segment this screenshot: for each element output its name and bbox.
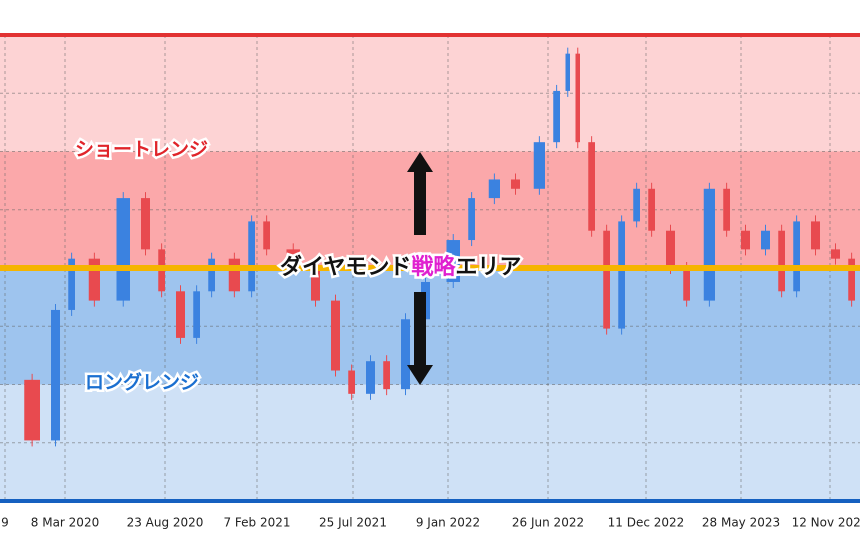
candle-body — [116, 198, 130, 301]
levels — [0, 33, 860, 503]
x-tick-label: 28 May 2023 — [702, 516, 780, 530]
arrows — [407, 152, 433, 385]
candle-body — [831, 249, 840, 259]
x-tick-label: 7 Feb 2021 — [223, 516, 290, 530]
candle-body — [761, 230, 770, 250]
candle-body — [193, 291, 200, 338]
x-tick-label: 23 Aug 2020 — [127, 516, 204, 530]
center-label-part: エリア — [455, 255, 521, 280]
candle-body — [68, 258, 75, 310]
candle-body — [618, 221, 625, 329]
candle-body — [648, 188, 655, 231]
candle-body — [208, 258, 215, 292]
candle-body — [331, 300, 340, 371]
center-label: ダイヤモンド戦略エリア — [280, 254, 521, 280]
candle-body — [383, 361, 390, 390]
candle-body — [176, 291, 185, 338]
candle-body — [778, 230, 785, 292]
candle-body — [603, 230, 610, 329]
candle-body — [401, 319, 410, 390]
x-tick-label: 26 Jun 2022 — [512, 516, 584, 530]
candle-body — [511, 179, 520, 189]
candle-body — [248, 221, 255, 292]
candle-body — [141, 198, 150, 250]
candle-body — [348, 370, 355, 394]
candle-body — [446, 240, 460, 282]
short-range-label: ショートレンジ — [75, 139, 208, 161]
candle-body — [366, 361, 375, 394]
x-tick-label: 8 Mar 2020 — [31, 516, 99, 530]
candle-body — [263, 221, 270, 250]
candle-body — [565, 53, 570, 91]
long-range-label: ロングレンジ — [85, 371, 199, 394]
arrow-up — [407, 152, 433, 235]
candle-body — [24, 379, 40, 441]
x-tick-label: 25 Jul 2021 — [319, 516, 387, 530]
candle-body — [488, 179, 500, 199]
candle-body — [286, 249, 300, 268]
x-tick-label: 9 Jan 2022 — [416, 516, 480, 530]
candle-body — [228, 258, 240, 292]
x-tick-label: 9 — [1, 516, 9, 530]
candle-body — [703, 188, 715, 301]
candle-body — [633, 188, 640, 222]
candle-body — [311, 268, 320, 301]
candle-body — [793, 221, 800, 292]
center-label-part: ダイヤモンド — [280, 254, 411, 280]
candle-body — [468, 198, 475, 241]
x-tick-label: 12 Nov 2023 — [792, 516, 860, 530]
candle-body — [848, 258, 855, 301]
candle-body — [575, 53, 580, 143]
candle-body — [741, 230, 750, 250]
arrow-down — [407, 292, 433, 385]
candle-body — [88, 258, 100, 301]
candle-body — [533, 142, 545, 189]
candle-body — [588, 142, 595, 231]
candle-body — [51, 309, 60, 441]
x-axis: 9 8 Mar 2020 23 Aug 2020 7 Feb 2021 25 Jul 2… — [1, 516, 860, 530]
candle-body — [666, 230, 675, 268]
center-label-part: 戦略 — [411, 254, 456, 280]
candle-body — [811, 221, 820, 250]
x-tick-label: 11 Dec 2022 — [608, 516, 685, 530]
candle-body — [723, 188, 730, 231]
candle-body — [553, 90, 560, 143]
candle-body — [683, 268, 690, 301]
